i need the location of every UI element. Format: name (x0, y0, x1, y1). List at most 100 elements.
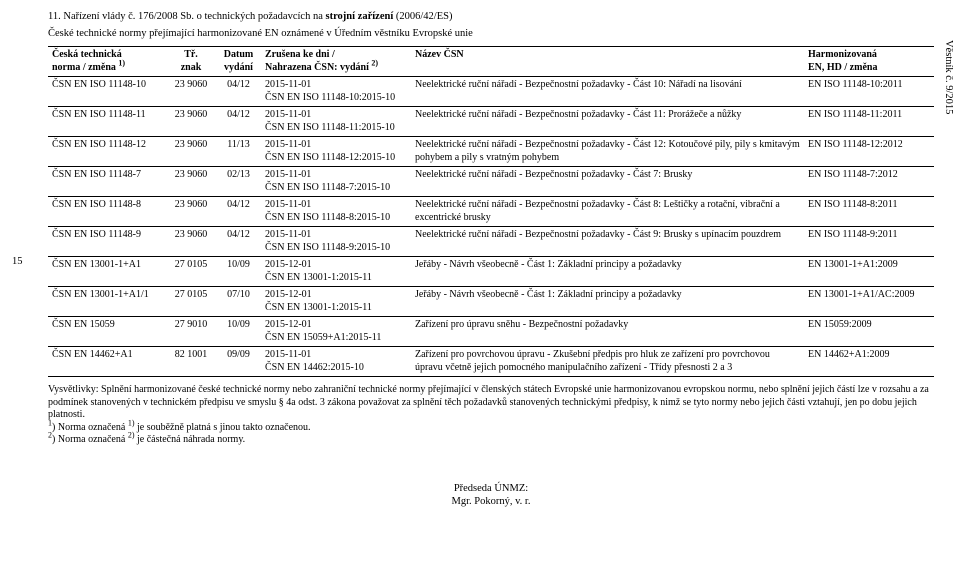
cell-norma: ČSN EN ISO 11148-7 (48, 167, 166, 197)
cell-zrus-repl: ČSN EN ISO 11148-10:2015-10 (265, 92, 395, 103)
cell-harm: EN ISO 11148-9:2011 (804, 227, 934, 257)
cell-harm: EN 13001-1+A1:2009 (804, 257, 934, 287)
cell-zrus-date: 2015-12-01 (265, 289, 312, 300)
th-vyd-l1: Datum (224, 49, 253, 60)
cell-norma: ČSN EN ISO 11148-11 (48, 107, 166, 137)
table-row: ČSN EN 13001-1+A127 010510/092015-12-01Č… (48, 257, 934, 287)
footnote-2: 2) Norma označená 2) je částečná náhrada… (48, 434, 934, 447)
cell-zrus-repl: ČSN EN 15059+A1:2015-11 (265, 332, 381, 343)
th-vyd-l2: vydání (224, 62, 253, 73)
ordinance-heading: 11. Nařízení vlády č. 176/2008 Sb. o tec… (48, 10, 934, 23)
cell-zrusena: 2015-12-01ČSN EN 13001-1:2015-11 (261, 287, 411, 317)
th-norma-sup: 1) (118, 58, 125, 67)
cell-zrus-date: 2015-11-01 (265, 109, 311, 120)
cell-nazev: Jeřáby - Návrh všeobecně - Část 1: Zákla… (411, 287, 804, 317)
signature-block: Předseda ÚNMZ: Mgr. Pokorný, v. r. (48, 482, 934, 508)
cell-norma: ČSN EN ISO 11148-10 (48, 77, 166, 107)
heading-prefix: 11. Nařízení vlády č. 176/2008 Sb. o tec… (48, 11, 325, 22)
th-norma-l2: norma / změna (52, 62, 118, 73)
cell-znak: 23 9060 (166, 227, 216, 257)
cell-nazev: Zařízení pro povrchovou úpravu - Zkušebn… (411, 347, 804, 377)
th-harm: Harmonizovaná EN, HD / změna (804, 47, 934, 77)
cell-vydani: 02/13 (216, 167, 261, 197)
cell-zrusena: 2015-11-01ČSN EN ISO 11148-8:2015-10 (261, 197, 411, 227)
cell-nazev: Jeřáby - Návrh všeobecně - Část 1: Zákla… (411, 257, 804, 287)
cell-znak: 27 0105 (166, 287, 216, 317)
footnote-2-post: je částečná náhrada normy. (134, 434, 245, 445)
page-number-side: 15 (12, 255, 23, 268)
table-row: ČSN EN ISO 11148-923 906004/122015-11-01… (48, 227, 934, 257)
cell-nazev: Neelektrické ruční nářadí - Bezpečnostní… (411, 77, 804, 107)
cell-zrusena: 2015-12-01 ČSN EN 13001-1:2015-11 (261, 257, 411, 287)
cell-zrus-repl: ČSN EN 13001-1:2015-11 (265, 272, 372, 283)
th-norma: Česká technická norma / změna 1) (48, 47, 166, 77)
table-row: ČSN EN 1505927 901010/092015-12-01ČSN EN… (48, 317, 934, 347)
signature-title: Předseda ÚNMZ: (48, 482, 934, 495)
table-row: ČSN EN ISO 11148-1223 906011/132015-11-0… (48, 137, 934, 167)
cell-norma: ČSN EN 15059 (48, 317, 166, 347)
cell-harm: EN 14462+A1:2009 (804, 347, 934, 377)
cell-norma: ČSN EN ISO 11148-9 (48, 227, 166, 257)
th-norma-l1: Česká technická (52, 49, 122, 60)
cell-vydani: 04/12 (216, 197, 261, 227)
cell-zrusena: 2015-11-01 ČSN EN ISO 11148-10:2015-10 (261, 77, 411, 107)
cell-norma: ČSN EN ISO 11148-8 (48, 197, 166, 227)
standards-table: Česká technická norma / změna 1) Tř. zna… (48, 46, 934, 377)
cell-vydani: 10/09 (216, 257, 261, 287)
cell-harm: EN ISO 11148-10:2011 (804, 77, 934, 107)
cell-harm: EN ISO 11148-7:2012 (804, 167, 934, 197)
cell-zrusena: 2015-11-01 ČSN EN ISO 11148-12:2015-10 (261, 137, 411, 167)
cell-zrus-date: 2015-12-01 (265, 259, 312, 270)
cell-zrus-repl: ČSN EN ISO 11148-9:2015-10 (265, 242, 390, 253)
signature-name: Mgr. Pokorný, v. r. (48, 495, 934, 508)
cell-znak: 23 9060 (166, 137, 216, 167)
cell-vydani: 10/09 (216, 317, 261, 347)
heading-suffix: (2006/42/ES) (393, 11, 452, 22)
cell-vydani: 09/09 (216, 347, 261, 377)
cell-znak: 23 9060 (166, 167, 216, 197)
cell-znak: 23 9060 (166, 107, 216, 137)
cell-zrus-repl: ČSN EN ISO 11148-12:2015-10 (265, 152, 395, 163)
footnote-1-pre: Norma označená (55, 422, 127, 433)
table-row: ČSN EN 13001-1+A1/127 010507/102015-12-0… (48, 287, 934, 317)
footnote-explanation: Vysvětlivky: Splnění harmonizované české… (48, 384, 934, 422)
cell-zrusena: 2015-11-01ČSN EN ISO 11148-7:2015-10 (261, 167, 411, 197)
cell-zrus-date: 2015-11-01 (265, 199, 311, 210)
cell-znak: 23 9060 (166, 77, 216, 107)
cell-harm: EN 15059:2009 (804, 317, 934, 347)
table-body: ČSN EN ISO 11148-1023 906004/122015-11-0… (48, 77, 934, 377)
cell-zrus-repl: ČSN EN 14462:2015-10 (265, 362, 364, 373)
cell-nazev: Neelektrické ruční nářadí - Bezpečnostní… (411, 167, 804, 197)
cell-norma: ČSN EN ISO 11148-12 (48, 137, 166, 167)
th-zrus-l2: Nahrazena ČSN: vydání (265, 62, 371, 73)
cell-zrus-date: 2015-11-01 (265, 79, 311, 90)
th-zrusena: Zrušena ke dni / Nahrazena ČSN: vydání 2… (261, 47, 411, 77)
cell-zrus-date: 2015-11-01 (265, 139, 311, 150)
table-row: ČSN EN 14462+A182 100109/092015-11-01ČSN… (48, 347, 934, 377)
footnote-1-post: je souběžně platná s jinou takto označen… (134, 422, 310, 433)
cell-nazev: Neelektrické ruční nářadí - Bezpečnostní… (411, 137, 804, 167)
cell-vydani: 04/12 (216, 227, 261, 257)
cell-vydani: 11/13 (216, 137, 261, 167)
cell-harm: EN ISO 11148-12:2012 (804, 137, 934, 167)
footnote-2-pre: Norma označená (55, 434, 127, 445)
cell-harm: EN 13001-1+A1/AC:2009 (804, 287, 934, 317)
subheading: České technické normy přejímající harmon… (48, 27, 934, 40)
th-nazev-l1: Název ČSN (415, 49, 464, 60)
th-harm-l2: EN, HD / změna (808, 62, 877, 73)
cell-norma: ČSN EN 13001-1+A1/1 (48, 287, 166, 317)
cell-nazev: Neelektrické ruční nářadí - Bezpečnostní… (411, 227, 804, 257)
table-row: ČSN EN ISO 11148-1023 906004/122015-11-0… (48, 77, 934, 107)
th-zrus-l1: Zrušena ke dni / (265, 49, 335, 60)
cell-znak: 27 9010 (166, 317, 216, 347)
th-znak-l1: Tř. (184, 49, 198, 60)
cell-harm: EN ISO 11148-8:2011 (804, 197, 934, 227)
table-row: ČSN EN ISO 11148-1123 906004/122015-11-0… (48, 107, 934, 137)
cell-zrusena: 2015-11-01ČSN EN ISO 11148-9:2015-10 (261, 227, 411, 257)
cell-norma: ČSN EN 14462+A1 (48, 347, 166, 377)
cell-norma: ČSN EN 13001-1+A1 (48, 257, 166, 287)
cell-vydani: 07/10 (216, 287, 261, 317)
footnote-1: 1) Norma označená 1) je souběžně platná … (48, 422, 934, 435)
th-znak: Tř. znak (166, 47, 216, 77)
cell-zrus-date: 2015-11-01 (265, 169, 311, 180)
